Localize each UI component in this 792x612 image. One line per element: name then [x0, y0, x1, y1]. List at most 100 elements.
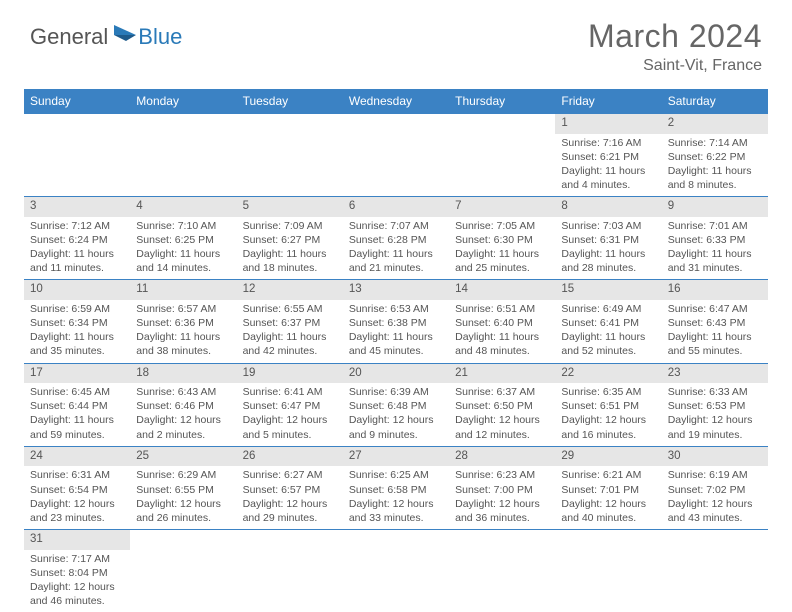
day-detail-cell: Sunrise: 7:14 AMSunset: 6:22 PMDaylight:… — [662, 134, 768, 197]
calendar-table: Sunday Monday Tuesday Wednesday Thursday… — [24, 89, 768, 612]
weekday-header: Thursday — [449, 89, 555, 114]
brand-blue: Blue — [138, 24, 182, 50]
weekday-header: Sunday — [24, 89, 130, 114]
day-number-cell: 22 — [555, 363, 661, 383]
sunrise-line: Sunrise: 7:17 AM — [30, 552, 124, 566]
daylight-line: Daylight: 11 hours — [243, 247, 337, 261]
day-number-cell: 29 — [555, 446, 661, 466]
daylight-line: Daylight: 11 hours — [668, 164, 762, 178]
day-detail-cell: Sunrise: 6:43 AMSunset: 6:46 PMDaylight:… — [130, 383, 236, 446]
day-detail-cell: Sunrise: 6:51 AMSunset: 6:40 PMDaylight:… — [449, 300, 555, 363]
sunrise-line: Sunrise: 7:10 AM — [136, 219, 230, 233]
sunset-line: Sunset: 6:51 PM — [561, 399, 655, 413]
day-number-cell — [130, 530, 236, 550]
daylight-line2: and 28 minutes. — [561, 261, 655, 275]
calendar-body: 12Sunrise: 7:16 AMSunset: 6:21 PMDayligh… — [24, 114, 768, 612]
day-number-cell: 11 — [130, 280, 236, 300]
daylight-line: Daylight: 12 hours — [668, 413, 762, 427]
daylight-line: Daylight: 11 hours — [455, 330, 549, 344]
day-number-cell: 25 — [130, 446, 236, 466]
daylight-line: Daylight: 11 hours — [136, 247, 230, 261]
day-number-row: 3456789 — [24, 197, 768, 217]
day-detail-cell — [343, 134, 449, 197]
daylight-line2: and 48 minutes. — [455, 344, 549, 358]
day-number-cell — [24, 114, 130, 134]
sunrise-line: Sunrise: 6:25 AM — [349, 468, 443, 482]
daylight-line2: and 2 minutes. — [136, 428, 230, 442]
sunset-line: Sunset: 6:43 PM — [668, 316, 762, 330]
daylight-line2: and 25 minutes. — [455, 261, 549, 275]
daylight-line: Daylight: 11 hours — [30, 247, 124, 261]
daylight-line2: and 19 minutes. — [668, 428, 762, 442]
sunrise-line: Sunrise: 6:53 AM — [349, 302, 443, 316]
daylight-line2: and 46 minutes. — [30, 594, 124, 608]
weekday-header: Wednesday — [343, 89, 449, 114]
daylight-line: Daylight: 12 hours — [349, 413, 443, 427]
daylight-line2: and 43 minutes. — [668, 511, 762, 525]
sunrise-line: Sunrise: 6:31 AM — [30, 468, 124, 482]
sunset-line: Sunset: 6:44 PM — [30, 399, 124, 413]
sunset-line: Sunset: 6:54 PM — [30, 483, 124, 497]
daylight-line2: and 55 minutes. — [668, 344, 762, 358]
daylight-line: Daylight: 11 hours — [668, 330, 762, 344]
day-number-row: 10111213141516 — [24, 280, 768, 300]
sunset-line: Sunset: 6:47 PM — [243, 399, 337, 413]
sunset-line: Sunset: 6:55 PM — [136, 483, 230, 497]
day-number-cell — [237, 114, 343, 134]
sunrise-line: Sunrise: 6:43 AM — [136, 385, 230, 399]
day-detail-cell: Sunrise: 6:19 AMSunset: 7:02 PMDaylight:… — [662, 466, 768, 529]
day-detail-row: Sunrise: 7:12 AMSunset: 6:24 PMDaylight:… — [24, 217, 768, 280]
day-detail-cell: Sunrise: 6:35 AMSunset: 6:51 PMDaylight:… — [555, 383, 661, 446]
daylight-line2: and 33 minutes. — [349, 511, 443, 525]
day-detail-cell: Sunrise: 7:09 AMSunset: 6:27 PMDaylight:… — [237, 217, 343, 280]
daylight-line2: and 42 minutes. — [243, 344, 337, 358]
day-detail-cell: Sunrise: 6:41 AMSunset: 6:47 PMDaylight:… — [237, 383, 343, 446]
day-detail-cell — [130, 134, 236, 197]
daylight-line2: and 9 minutes. — [349, 428, 443, 442]
daylight-line2: and 8 minutes. — [668, 178, 762, 192]
sunrise-line: Sunrise: 7:14 AM — [668, 136, 762, 150]
sunset-line: Sunset: 6:28 PM — [349, 233, 443, 247]
sunset-line: Sunset: 6:53 PM — [668, 399, 762, 413]
sunrise-line: Sunrise: 6:57 AM — [136, 302, 230, 316]
day-number-cell — [130, 114, 236, 134]
day-number-cell: 20 — [343, 363, 449, 383]
sunrise-line: Sunrise: 6:51 AM — [455, 302, 549, 316]
day-detail-cell: Sunrise: 7:07 AMSunset: 6:28 PMDaylight:… — [343, 217, 449, 280]
day-detail-cell: Sunrise: 6:49 AMSunset: 6:41 PMDaylight:… — [555, 300, 661, 363]
day-detail-cell: Sunrise: 7:12 AMSunset: 6:24 PMDaylight:… — [24, 217, 130, 280]
daylight-line2: and 35 minutes. — [30, 344, 124, 358]
sunset-line: Sunset: 6:21 PM — [561, 150, 655, 164]
day-detail-cell: Sunrise: 6:53 AMSunset: 6:38 PMDaylight:… — [343, 300, 449, 363]
weekday-header-row: Sunday Monday Tuesday Wednesday Thursday… — [24, 89, 768, 114]
daylight-line: Daylight: 11 hours — [30, 413, 124, 427]
weekday-header: Tuesday — [237, 89, 343, 114]
day-number-cell: 1 — [555, 114, 661, 134]
sunrise-line: Sunrise: 7:16 AM — [561, 136, 655, 150]
day-number-cell: 19 — [237, 363, 343, 383]
sunset-line: Sunset: 6:57 PM — [243, 483, 337, 497]
daylight-line2: and 12 minutes. — [455, 428, 549, 442]
day-detail-cell: Sunrise: 6:21 AMSunset: 7:01 PMDaylight:… — [555, 466, 661, 529]
day-number-cell: 12 — [237, 280, 343, 300]
sunset-line: Sunset: 6:27 PM — [243, 233, 337, 247]
daylight-line: Daylight: 12 hours — [136, 497, 230, 511]
sunset-line: Sunset: 8:04 PM — [30, 566, 124, 580]
daylight-line: Daylight: 12 hours — [561, 497, 655, 511]
header: General Blue March 2024 Saint-Vit, Franc… — [0, 0, 792, 81]
daylight-line: Daylight: 11 hours — [243, 330, 337, 344]
day-number-cell: 21 — [449, 363, 555, 383]
day-detail-cell: Sunrise: 7:16 AMSunset: 6:21 PMDaylight:… — [555, 134, 661, 197]
day-number-cell: 16 — [662, 280, 768, 300]
day-detail-cell — [449, 550, 555, 612]
day-detail-cell — [237, 550, 343, 612]
day-number-row: 17181920212223 — [24, 363, 768, 383]
sunset-line: Sunset: 6:36 PM — [136, 316, 230, 330]
sunrise-line: Sunrise: 6:49 AM — [561, 302, 655, 316]
daylight-line2: and 45 minutes. — [349, 344, 443, 358]
daylight-line: Daylight: 12 hours — [455, 413, 549, 427]
day-detail-cell — [555, 550, 661, 612]
daylight-line: Daylight: 12 hours — [455, 497, 549, 511]
daylight-line: Daylight: 11 hours — [668, 247, 762, 261]
daylight-line2: and 18 minutes. — [243, 261, 337, 275]
